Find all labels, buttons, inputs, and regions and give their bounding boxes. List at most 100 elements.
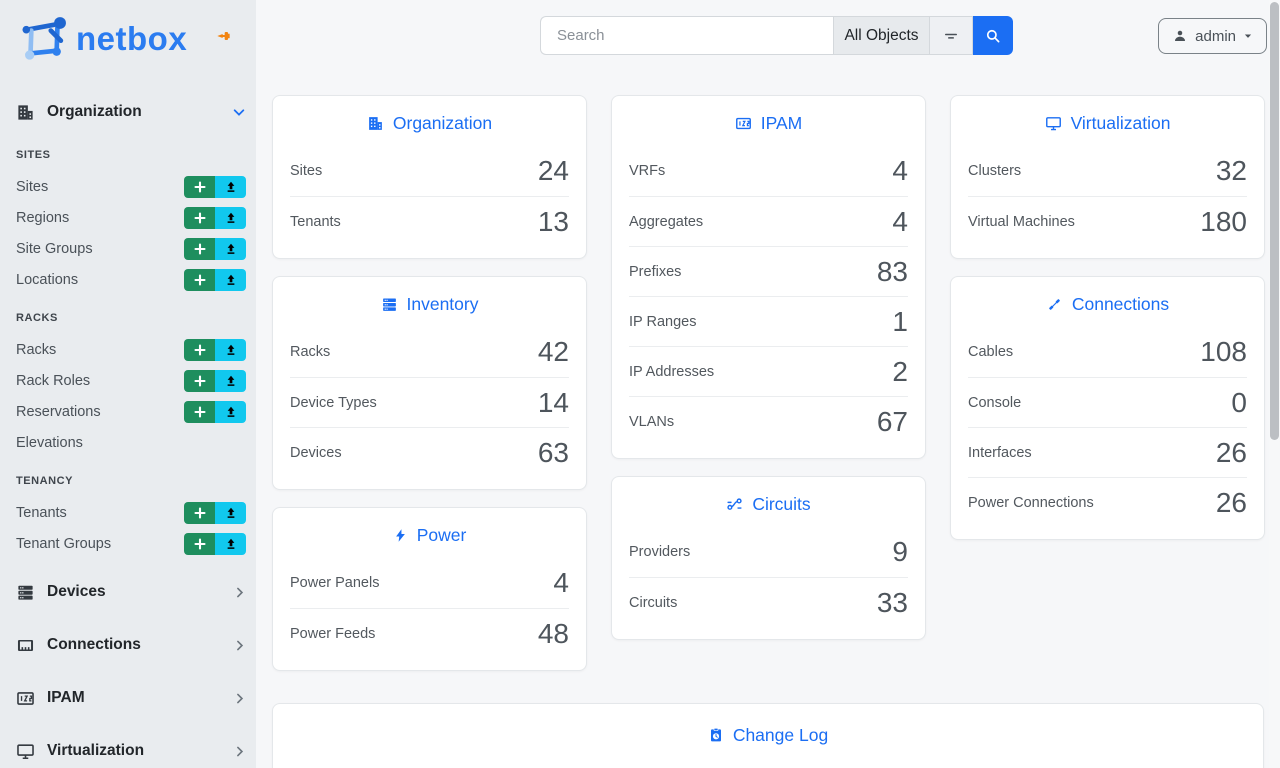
- stat-value[interactable]: 63: [537, 436, 569, 468]
- search-scope-dropdown[interactable]: All Objects: [833, 16, 929, 55]
- sidebar-link-locations[interactable]: Locations: [16, 271, 79, 288]
- sidebar-item-virtualization[interactable]: Virtualization: [16, 731, 246, 768]
- import-button[interactable]: [215, 501, 246, 524]
- import-button[interactable]: [215, 206, 246, 229]
- stat-label: Tenants: [290, 213, 341, 230]
- stat-value[interactable]: 4: [553, 567, 569, 598]
- stat-value[interactable]: 9: [892, 536, 908, 567]
- ipam-icon: [16, 689, 35, 708]
- devices-label: Devices: [47, 583, 106, 600]
- sidebar-link-regions[interactable]: Regions: [16, 209, 70, 226]
- stat-value[interactable]: 4: [892, 155, 908, 186]
- stat-value[interactable]: 26: [1215, 436, 1247, 468]
- stat-row: VRFs 4: [629, 146, 908, 196]
- sidebar-link-racks[interactable]: Racks: [16, 341, 57, 358]
- changelog-card-link[interactable]: Change Log: [732, 724, 829, 745]
- search-icon: [984, 27, 1002, 45]
- import-button[interactable]: [215, 369, 246, 392]
- sidebar-link-rack-roles[interactable]: Rack Roles: [16, 372, 91, 389]
- stat-value[interactable]: 48: [537, 617, 569, 649]
- inventory-card-title: Inventory: [290, 289, 569, 319]
- stat-value[interactable]: 83: [876, 255, 908, 287]
- item-actions: [184, 369, 246, 392]
- stat-row: Power Connections 26: [968, 477, 1247, 527]
- netbox-logo[interactable]: netbox: [16, 12, 187, 66]
- stat-value[interactable]: 108: [1200, 336, 1247, 367]
- stat-value[interactable]: 13: [537, 205, 569, 237]
- stat-value[interactable]: 1: [892, 305, 908, 337]
- stat-value[interactable]: 24: [537, 155, 569, 186]
- sidebar-item-organization[interactable]: Organization: [16, 92, 246, 132]
- stat-row: Aggregates 4: [629, 196, 908, 246]
- circuits-card-link[interactable]: Circuits: [752, 493, 811, 514]
- stat-label: Prefixes: [629, 263, 682, 280]
- virtualization-card: Virtualization Clusters 32 Virtual Machi…: [950, 95, 1265, 259]
- add-button[interactable]: [184, 268, 215, 291]
- add-button[interactable]: [184, 237, 215, 260]
- stat-value[interactable]: 32: [1215, 155, 1247, 186]
- add-button[interactable]: [184, 400, 215, 423]
- connections-card-link[interactable]: Connections: [1071, 293, 1170, 314]
- import-button[interactable]: [215, 338, 246, 361]
- add-button[interactable]: [184, 175, 215, 198]
- search-button[interactable]: [973, 16, 1013, 55]
- stat-value[interactable]: 0: [1231, 386, 1247, 418]
- sidebar-item-devices[interactable]: Devices: [16, 572, 246, 612]
- import-button[interactable]: [215, 400, 246, 423]
- person-icon: [1172, 28, 1188, 44]
- sidebar-link-elevations[interactable]: Elevations: [16, 434, 83, 451]
- stat-label: Sites: [290, 163, 323, 179]
- add-button[interactable]: [184, 369, 215, 392]
- stat-value[interactable]: 180: [1200, 205, 1247, 237]
- import-button[interactable]: [215, 532, 246, 555]
- sidebar-link-tenant-groups[interactable]: Tenant Groups: [16, 535, 112, 552]
- chevron-right-icon: [233, 692, 246, 705]
- organization-card-link[interactable]: Organization: [392, 112, 493, 133]
- cable-icon: [1046, 296, 1063, 313]
- add-button[interactable]: [184, 206, 215, 229]
- user-menu-button[interactable]: admin: [1158, 18, 1267, 54]
- ipam-card-title: IPAM: [629, 108, 908, 138]
- stat-value[interactable]: 2: [892, 355, 908, 387]
- sidebar-group-title-tenancy: TENANCY: [16, 475, 74, 487]
- virtualization-card-link[interactable]: Virtualization: [1070, 112, 1171, 133]
- power-card-link[interactable]: Power: [416, 524, 467, 545]
- filter-button[interactable]: [929, 16, 973, 55]
- scrollbar-thumb[interactable]: [1270, 2, 1279, 440]
- stat-value[interactable]: 42: [537, 336, 569, 367]
- sidebar-link-site-groups[interactable]: Site Groups: [16, 240, 93, 257]
- import-button[interactable]: [215, 268, 246, 291]
- stat-label: Circuits: [629, 594, 678, 611]
- import-button[interactable]: [215, 175, 246, 198]
- netbox-logo-icon: [16, 12, 72, 66]
- building-icon: [16, 103, 35, 122]
- clipboard-clock-icon: [708, 727, 724, 743]
- stat-value[interactable]: 26: [1215, 486, 1247, 518]
- add-button[interactable]: [184, 532, 215, 555]
- stat-value[interactable]: 4: [892, 205, 908, 237]
- pin-sidebar-icon[interactable]: [216, 28, 232, 44]
- stat-value[interactable]: 14: [537, 386, 569, 418]
- stat-value[interactable]: 67: [876, 405, 908, 437]
- stat-value[interactable]: 33: [876, 586, 908, 618]
- circuits-card-title: Circuits: [629, 489, 908, 519]
- sidebar-group-title-racks: RACKS: [16, 312, 58, 324]
- inventory-card-link[interactable]: Inventory: [406, 293, 479, 314]
- import-button[interactable]: [215, 237, 246, 260]
- ipam-icon: [735, 115, 752, 132]
- stat-label: VLANs: [629, 413, 675, 430]
- sidebar-item-connections[interactable]: Connections: [16, 625, 246, 665]
- page-scrollbar[interactable]: [1269, 0, 1280, 768]
- stat-row: Circuits 33: [629, 577, 908, 627]
- monitor-icon: [1045, 115, 1062, 132]
- sidebar-link-sites[interactable]: Sites: [16, 178, 49, 195]
- sidebar-link-tenants[interactable]: Tenants: [16, 504, 67, 521]
- search-input[interactable]: [540, 16, 833, 55]
- ipam-card-link[interactable]: IPAM: [760, 112, 803, 133]
- add-button[interactable]: [184, 338, 215, 361]
- organization-label: Organization: [47, 103, 142, 120]
- sidebar-link-reservations[interactable]: Reservations: [16, 403, 101, 420]
- sidebar-item-ipam[interactable]: IPAM: [16, 678, 246, 718]
- bolt-icon: [393, 528, 408, 543]
- add-button[interactable]: [184, 501, 215, 524]
